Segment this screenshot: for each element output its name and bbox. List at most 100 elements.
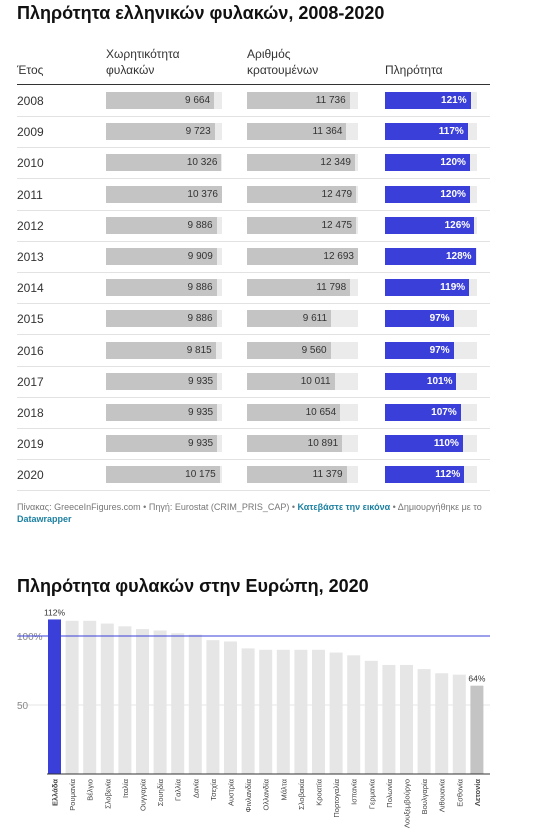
bar-20 — [400, 664, 413, 774]
bar-7 — [171, 633, 185, 774]
europe-occupancy-chart: 50 100% Ελλάδα 112% Ρουμανία Βέλγιο Σλοβενία Ιτ… — [17, 607, 490, 828]
category-label: Λουξεμβούργο — [403, 779, 412, 828]
occupancy-value: 97% — [429, 313, 450, 325]
bar-14 — [294, 649, 308, 774]
bar-3 — [100, 623, 114, 774]
download-image-link[interactable]: Κατεβάστε την εικόνα — [297, 502, 391, 512]
category-label: Δανία — [191, 778, 200, 798]
inmates-cell: 11 736 — [247, 92, 358, 109]
inmates-cell: 12 349 — [247, 154, 358, 172]
capacity-value: 9 664 — [185, 95, 211, 106]
capacity-value: 9 935 — [188, 375, 214, 387]
bar-4 — [118, 626, 132, 774]
bar-11 — [241, 648, 255, 774]
table-row: 2015 9 886 9 611 97% — [17, 303, 490, 336]
occupancy-cell: 97% — [385, 341, 477, 359]
inmates-bar: 9 611 — [247, 310, 332, 328]
category-label: Κροατία — [315, 778, 324, 805]
inmates-value: 11 379 — [312, 469, 343, 481]
bar-12 — [259, 649, 273, 774]
capacity-value: 9 935 — [188, 407, 214, 418]
col-header-year: Έτος — [17, 63, 44, 77]
bar-5 — [136, 629, 149, 774]
capacity-cell: 9 935 — [106, 372, 222, 390]
inmates-bar: 11 798 — [247, 279, 351, 297]
inmates-cell: 12 479 — [247, 185, 358, 203]
capacity-bar: 9 909 — [106, 248, 217, 265]
occupancy-value: 120% — [440, 188, 466, 200]
capacity-bar: 9 935 — [106, 404, 218, 421]
year-cell: 2015 — [17, 312, 44, 327]
capacity-cell: 9 723 — [106, 123, 222, 141]
category-label: Ισπανία — [350, 778, 359, 805]
inmates-value: 11 736 — [315, 95, 346, 106]
table-row: 2019 9 935 10 891 110% — [17, 428, 490, 461]
occupancy-bar: 120% — [385, 185, 470, 203]
inmates-bar: 12 475 — [247, 216, 357, 234]
category-label: Αυστρία — [227, 778, 236, 806]
bar-15 — [312, 649, 325, 774]
occupancy-value: 97% — [429, 344, 450, 356]
capacity-cell: 10 376 — [106, 185, 222, 203]
table-row: 2016 9 815 9 560 97% — [17, 335, 490, 367]
capacity-bar: 9 886 — [106, 310, 217, 328]
bar-1 — [65, 620, 79, 774]
data-label: 64% — [468, 674, 485, 684]
inmates-bar: 11 379 — [247, 466, 347, 484]
occupancy-bar: 126% — [385, 216, 475, 234]
bar-6 — [153, 630, 167, 774]
year-cell: 2014 — [17, 281, 44, 296]
capacity-cell: 10 175 — [106, 466, 222, 484]
inmates-bar: 11 736 — [247, 92, 350, 109]
datawrapper-link[interactable]: Datawrapper — [17, 514, 72, 524]
category-label: Ουγγαρία — [139, 778, 148, 811]
occupancy-cell: 101% — [385, 372, 477, 390]
table-row: 2009 9 723 11 364 117% — [17, 116, 490, 149]
year-cell: 2011 — [17, 187, 43, 202]
inmates-cell: 9 611 — [247, 310, 358, 328]
data-label: 112% — [44, 607, 66, 617]
year-cell: 2019 — [17, 437, 44, 452]
capacity-bar: 10 326 — [106, 154, 222, 172]
capacity-value: 9 886 — [187, 282, 213, 294]
category-label: Πορτογαλία — [332, 778, 341, 817]
table-footer: Πίνακας: GreeceInFigures.com • Πηγή: Eur… — [17, 501, 497, 525]
category-label: Ιταλία — [121, 778, 130, 798]
table-row: 2018 9 935 10 654 107% — [17, 397, 490, 429]
inmates-value: 10 011 — [300, 375, 331, 387]
inmates-bar: 12 479 — [247, 185, 357, 203]
inmates-bar: 10 654 — [247, 404, 341, 421]
inmates-value: 9 611 — [302, 313, 328, 325]
col-header-occupancy: Πληρότητα — [385, 63, 443, 77]
capacity-cell: 9 664 — [106, 92, 222, 109]
capacity-bar: 9 935 — [106, 435, 218, 453]
capacity-cell: 9 909 — [106, 248, 222, 265]
inmates-value: 12 693 — [323, 251, 354, 262]
occupancy-value: 110% — [433, 438, 459, 450]
bar-18 — [364, 660, 378, 774]
occupancy-bar: 107% — [385, 404, 461, 421]
occupancy-cell: 126% — [385, 216, 477, 234]
capacity-cell: 9 886 — [106, 279, 222, 297]
table-row: 2020 10 175 11 379 112% — [17, 459, 490, 492]
inmates-bar: 11 364 — [247, 123, 347, 141]
bar-9 — [206, 640, 220, 774]
year-cell: 2020 — [17, 468, 44, 483]
bar-22 — [435, 673, 449, 774]
footer-created: • Δημιουργήθηκε με το — [390, 502, 482, 512]
occupancy-cell: 112% — [385, 466, 477, 484]
category-label: Ρουμανία — [68, 778, 77, 810]
occupancy-value: 126% — [444, 219, 471, 231]
inmates-cell: 12 693 — [247, 248, 358, 265]
occupancy-cell: 120% — [385, 185, 477, 203]
capacity-cell: 9 935 — [106, 435, 222, 453]
bar-13 — [276, 649, 290, 774]
year-cell: 2017 — [17, 374, 44, 389]
category-label: Λετονία — [473, 779, 482, 807]
occupancy-value: 119% — [440, 282, 466, 294]
category-label: Σουηδία — [156, 778, 165, 806]
occupancy-cell: 110% — [385, 435, 477, 453]
inmates-value: 11 364 — [312, 126, 343, 138]
inmates-cell: 10 011 — [247, 372, 358, 390]
capacity-cell: 9 886 — [106, 310, 222, 328]
